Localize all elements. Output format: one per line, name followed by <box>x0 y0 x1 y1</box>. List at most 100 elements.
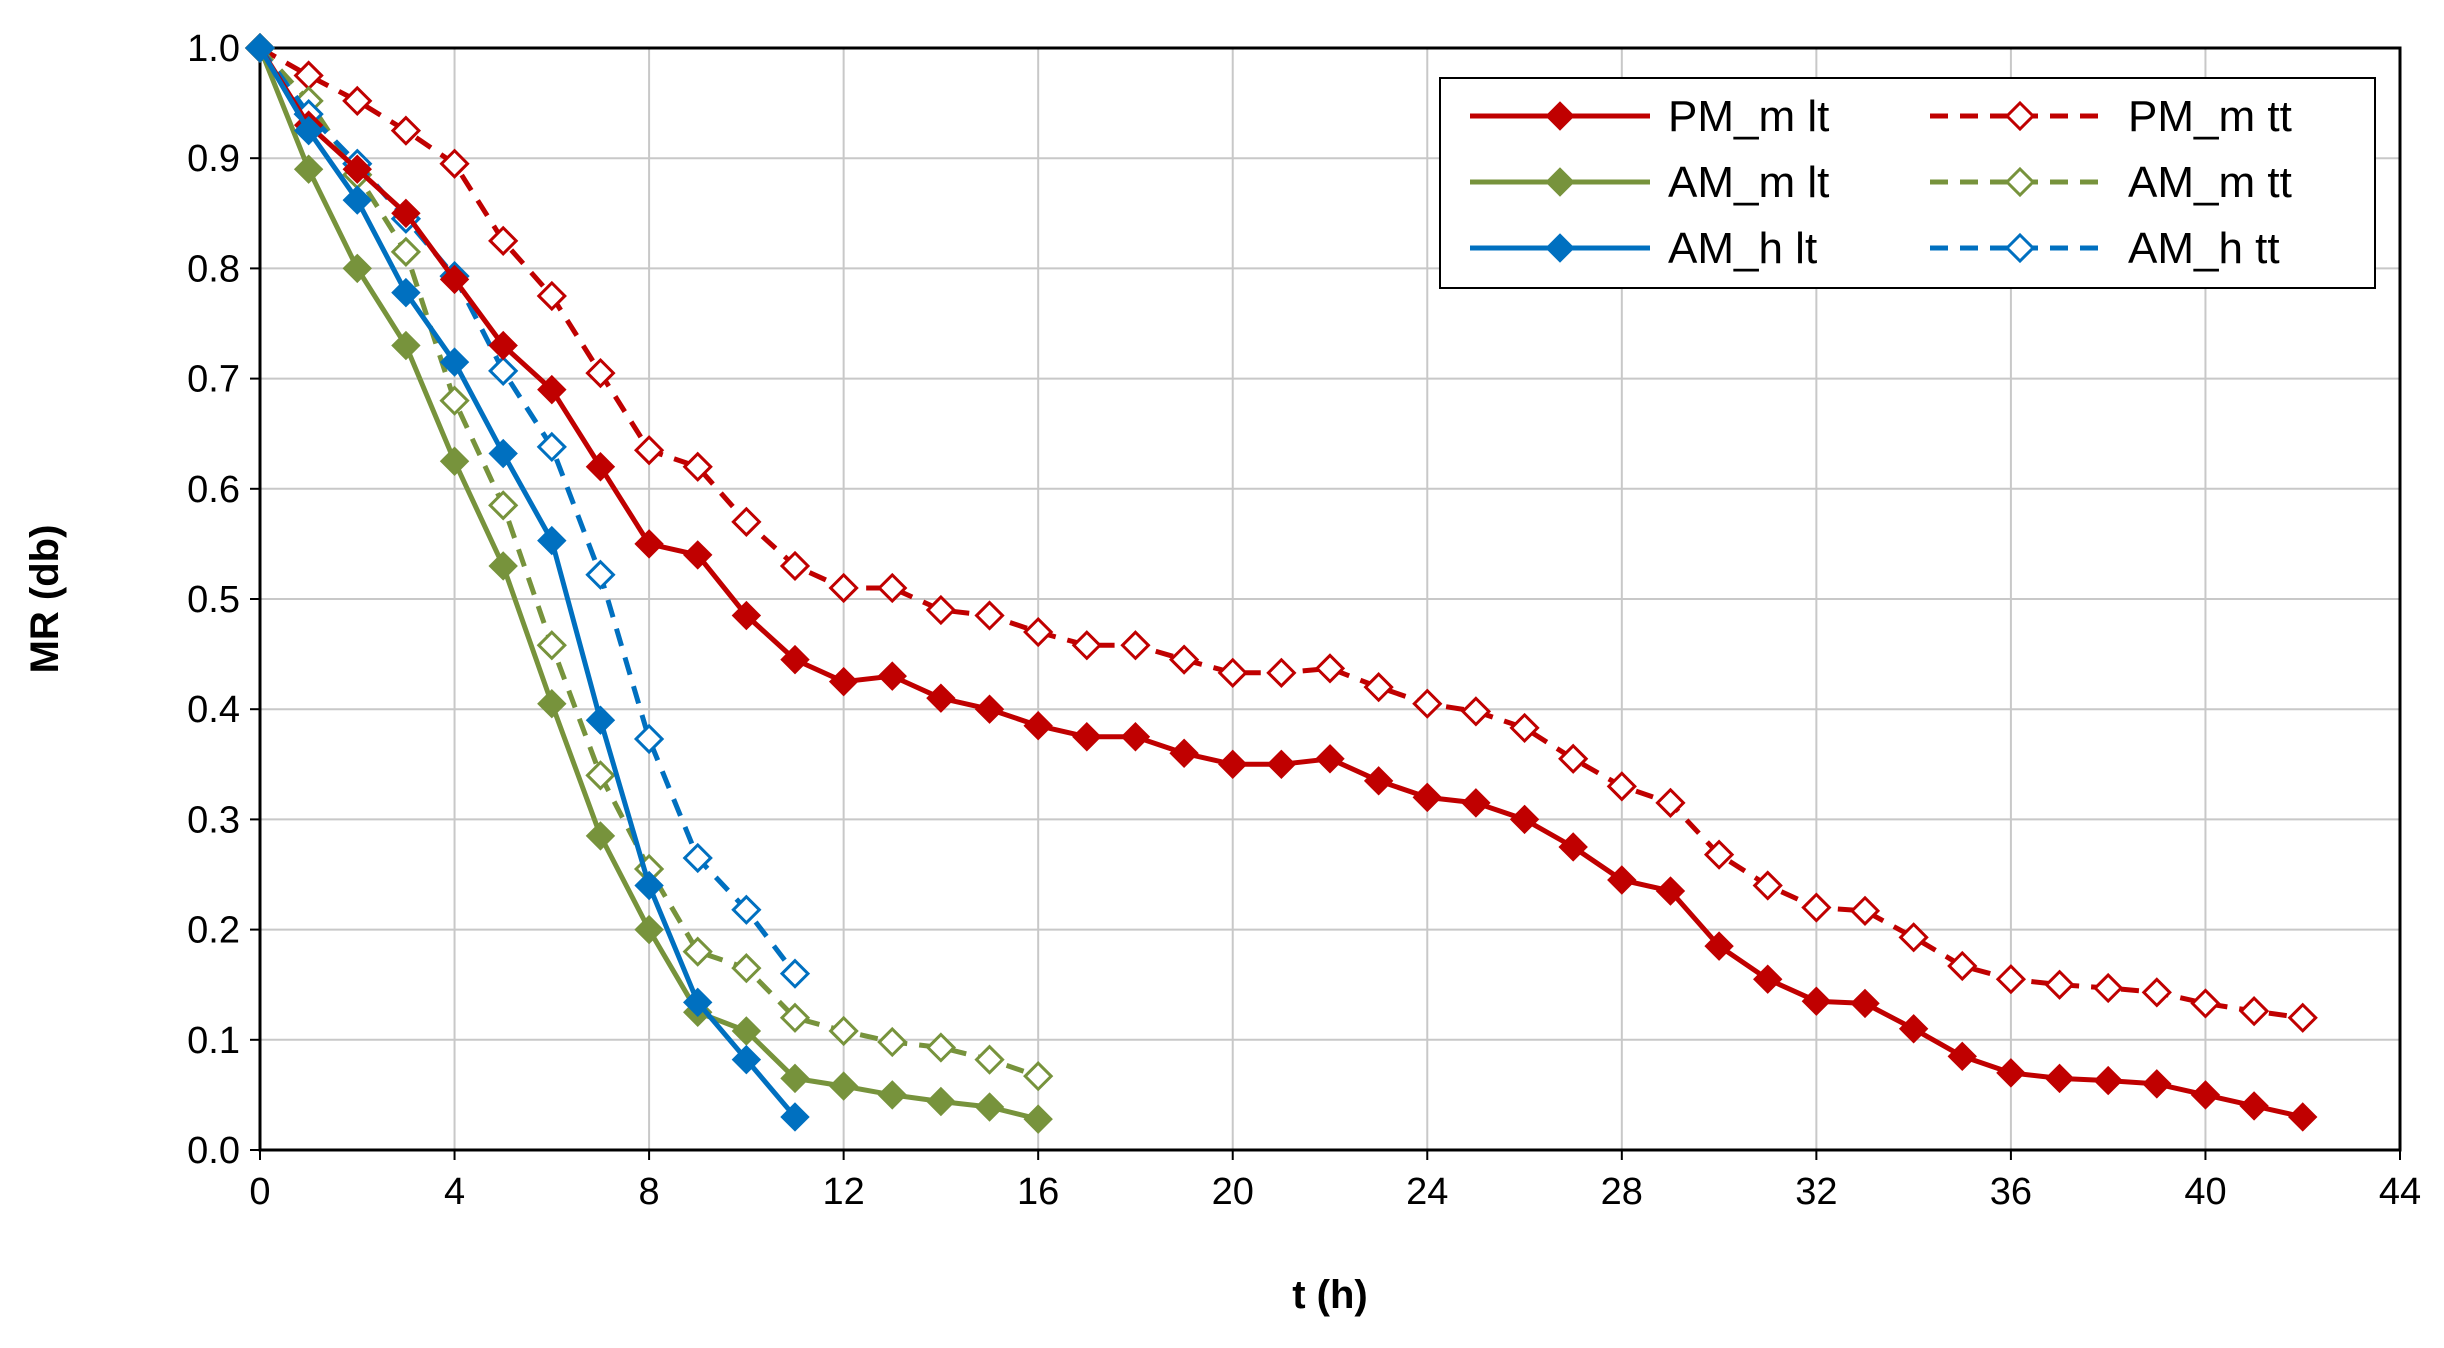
data-point-am-h-lt <box>342 185 372 215</box>
data-point-am-m-lt <box>342 253 372 284</box>
data-point-am-m-lt <box>439 446 470 476</box>
data-point-pm-m-tt <box>342 85 373 117</box>
data-point-am-m-lt <box>828 1071 859 1101</box>
data-point-pm-m-lt <box>1947 1041 1977 1072</box>
data-point-pm-m-tt <box>731 506 762 537</box>
data-point-am-m-tt <box>390 236 422 267</box>
data-point-pm-m-lt <box>1509 804 1540 835</box>
data-point-am-h-tt <box>585 559 616 590</box>
data-point-pm-m-tt <box>1898 922 1929 953</box>
legend-label: AM_m lt <box>1668 158 1829 207</box>
data-point-am-h-lt <box>488 438 518 469</box>
data-point-pm-m-tt <box>2238 996 2270 1027</box>
data-point-pm-m-lt <box>731 600 762 631</box>
data-point-pm-m-tt <box>2044 969 2075 1000</box>
x-tick-label: 44 <box>2379 1171 2421 1213</box>
legend-item-pm-m-tt: PM_m tt <box>1930 92 2292 141</box>
legend-items: PM_m lt AM_m lt AM_h lt PM_m tt AM_m tt AM_h … <box>1470 92 2292 273</box>
data-point-pm-m-lt <box>2044 1063 2075 1094</box>
data-point-pm-m-tt <box>779 550 811 582</box>
legend-swatch-marker <box>1545 233 1575 263</box>
legend-swatch-marker <box>1545 101 1575 131</box>
data-point-pm-m-tt <box>293 60 324 91</box>
data-point-am-m-lt <box>634 914 664 945</box>
data-point-pm-m-tt <box>1363 672 1394 703</box>
data-point-pm-m-lt <box>1704 931 1734 961</box>
y-axis-ticks: 0.0 0.1 0.2 0.3 0.4 0.5 0.6 0.7 0.8 0.9 1.0 <box>187 28 260 1172</box>
x-tick-label: 4 <box>444 1171 465 1213</box>
data-point-am-h-lt <box>293 115 324 146</box>
legend-item-am-m-lt: AM_m lt <box>1470 158 1829 207</box>
data-point-pm-m-tt <box>1217 657 1248 688</box>
legend-label: PM_m tt <box>2128 92 2292 141</box>
data-point-pm-m-lt <box>828 666 859 697</box>
data-point-pm-m-lt <box>537 374 567 405</box>
data-point-pm-m-tt <box>1120 630 1151 661</box>
data-point-pm-m-tt <box>1606 771 1637 802</box>
data-point-am-h-lt <box>391 277 421 308</box>
data-point-pm-m-lt <box>1266 749 1297 780</box>
data-point-pm-m-tt <box>925 594 957 626</box>
legend-item-am-h-lt: AM_h lt <box>1470 224 1817 273</box>
data-point-pm-m-lt <box>439 264 470 295</box>
data-point-pm-m-lt <box>2093 1065 2123 1096</box>
data-point-pm-m-lt <box>1558 832 1588 862</box>
y-tick-label: 0.1 <box>187 1020 240 1062</box>
data-point-pm-m-tt <box>682 451 713 482</box>
series-line-am-h-tt <box>257 46 797 976</box>
data-point-pm-m-lt <box>634 529 664 559</box>
legend-item-am-m-tt: AM_m tt <box>1930 158 2292 207</box>
data-point-pm-m-lt <box>974 694 1005 724</box>
data-point-am-h-lt <box>780 1102 810 1132</box>
data-point-am-m-tt <box>974 1044 1005 1075</box>
data-point-am-h-lt <box>683 987 713 1018</box>
series-am-h-lt <box>245 33 810 1132</box>
data-point-pm-m-lt <box>1898 1014 1929 1044</box>
y-tick-label: 0.8 <box>187 248 240 290</box>
data-point-pm-m-lt <box>1363 766 1394 796</box>
data-point-pm-m-lt <box>780 644 810 675</box>
data-point-pm-m-tt <box>2141 977 2172 1008</box>
data-point-pm-m-tt <box>2190 988 2221 1019</box>
data-point-am-m-tt <box>828 1015 859 1047</box>
data-point-pm-m-lt <box>2142 1069 2172 1099</box>
legend-label: AM_m tt <box>2128 158 2292 207</box>
series-layer <box>244 32 2318 1134</box>
data-point-am-m-tt <box>439 385 470 416</box>
data-point-pm-m-lt <box>1801 986 1832 1016</box>
data-point-am-m-lt <box>488 551 518 581</box>
data-point-pm-m-lt <box>1753 964 1783 994</box>
data-point-pm-m-tt <box>1752 870 1783 901</box>
data-point-am-m-tt <box>877 1026 908 1058</box>
data-point-am-h-tt <box>488 355 519 387</box>
data-point-pm-m-lt <box>1023 711 1053 741</box>
legend-swatch-marker <box>1545 167 1575 197</box>
y-tick-label: 0.6 <box>187 469 240 511</box>
series-pm-m-tt <box>244 32 2318 1033</box>
legend: PM_m lt AM_m lt AM_h lt PM_m tt AM_m tt AM_h … <box>1439 77 2376 289</box>
data-point-am-h-tt <box>731 894 762 925</box>
data-point-am-m-tt <box>731 953 762 984</box>
x-tick-label: 36 <box>1990 1171 2032 1213</box>
data-point-pm-m-tt <box>1703 839 1735 870</box>
data-point-pm-m-tt <box>877 572 908 604</box>
y-tick-label: 0.4 <box>187 689 240 731</box>
data-point-pm-m-tt <box>1995 964 2027 995</box>
data-point-am-m-lt <box>293 154 324 184</box>
y-tick-label: 0.7 <box>187 359 240 401</box>
data-point-am-m-tt <box>682 936 713 967</box>
data-point-pm-m-lt <box>1169 738 1199 768</box>
data-point-pm-m-lt <box>2288 1102 2318 1132</box>
data-point-pm-m-tt <box>1168 644 1200 675</box>
legend-item-am-h-tt: AM_h tt <box>1930 224 2280 273</box>
data-point-am-m-lt <box>537 688 567 719</box>
data-point-pm-m-tt <box>1558 743 1589 774</box>
data-point-pm-m-lt <box>342 154 372 184</box>
x-tick-label: 24 <box>1406 1171 1448 1213</box>
data-point-pm-m-tt <box>1412 688 1443 719</box>
data-point-am-h-lt <box>585 705 616 735</box>
data-point-am-h-lt <box>634 870 664 901</box>
data-point-pm-m-tt <box>1023 616 1054 648</box>
data-point-pm-m-lt <box>1607 865 1637 895</box>
